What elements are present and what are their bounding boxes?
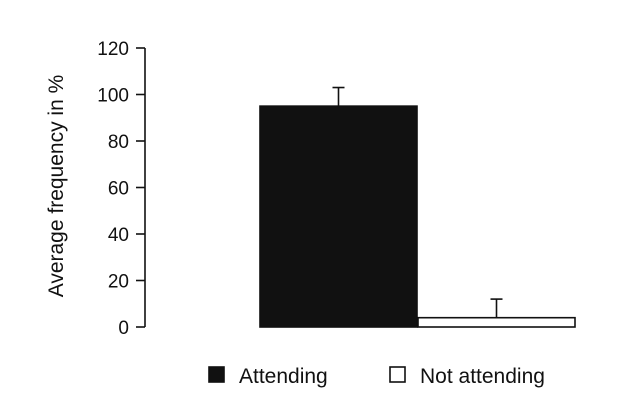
- y-tick-label: 60: [108, 179, 129, 200]
- y-tick-label: 0: [118, 318, 129, 339]
- bar-attending: [259, 105, 418, 328]
- legend-label: Not attending: [420, 365, 545, 388]
- bars: [259, 86, 576, 328]
- y-tick-label: 20: [108, 272, 129, 293]
- y-axis-title: Average frequency in %: [45, 75, 68, 298]
- legend-label: Attending: [239, 365, 328, 388]
- y-axis: 0 20 40 60 80 100 120: [97, 39, 146, 339]
- y-tick-label: 80: [108, 132, 129, 153]
- legend: Attending Not attending: [208, 365, 545, 388]
- y-tick-label: 120: [97, 39, 129, 60]
- y-tick-label: 100: [97, 86, 129, 107]
- y-tick-label: 40: [108, 225, 129, 246]
- legend-swatch: [208, 366, 225, 383]
- bar-not-attending: [417, 316, 576, 328]
- legend-swatch: [389, 366, 406, 383]
